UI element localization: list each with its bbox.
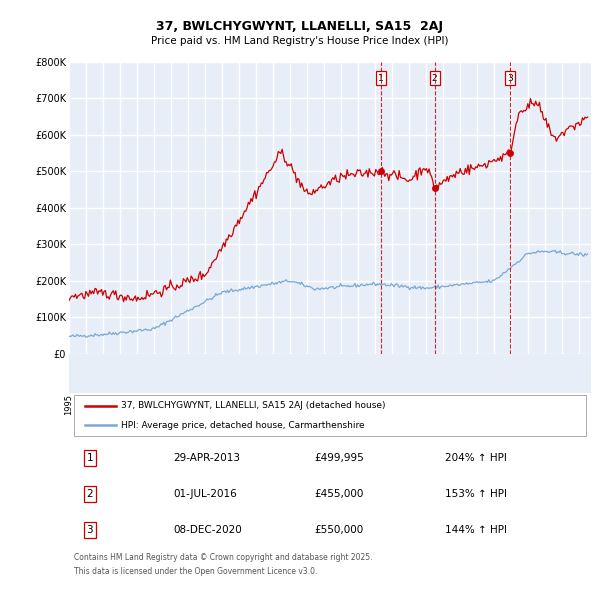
Text: Contains HM Land Registry data © Crown copyright and database right 2025.: Contains HM Land Registry data © Crown c… bbox=[74, 553, 373, 562]
Text: Price paid vs. HM Land Registry's House Price Index (HPI): Price paid vs. HM Land Registry's House … bbox=[151, 37, 449, 46]
Text: 29-APR-2013: 29-APR-2013 bbox=[173, 453, 241, 463]
Text: 1: 1 bbox=[86, 453, 93, 463]
FancyBboxPatch shape bbox=[74, 395, 586, 435]
Text: 204% ↑ HPI: 204% ↑ HPI bbox=[445, 453, 507, 463]
Text: 2: 2 bbox=[432, 74, 437, 83]
Text: £499,995: £499,995 bbox=[314, 453, 364, 463]
Text: 01-JUL-2016: 01-JUL-2016 bbox=[173, 489, 237, 499]
Text: 144% ↑ HPI: 144% ↑ HPI bbox=[445, 525, 507, 535]
Text: HPI: Average price, detached house, Carmarthenshire: HPI: Average price, detached house, Carm… bbox=[121, 421, 365, 430]
Text: 3: 3 bbox=[86, 525, 93, 535]
Text: £550,000: £550,000 bbox=[314, 525, 364, 535]
Text: 1: 1 bbox=[378, 74, 383, 83]
Text: 153% ↑ HPI: 153% ↑ HPI bbox=[445, 489, 507, 499]
Text: 2: 2 bbox=[86, 489, 93, 499]
Text: 3: 3 bbox=[507, 74, 512, 83]
Text: 37, BWLCHYGWYNT, LLANELLI, SA15 2AJ (detached house): 37, BWLCHYGWYNT, LLANELLI, SA15 2AJ (det… bbox=[121, 401, 386, 410]
Text: 37, BWLCHYGWYNT, LLANELLI, SA15  2AJ: 37, BWLCHYGWYNT, LLANELLI, SA15 2AJ bbox=[157, 20, 443, 33]
Text: 08-DEC-2020: 08-DEC-2020 bbox=[173, 525, 242, 535]
Text: This data is licensed under the Open Government Licence v3.0.: This data is licensed under the Open Gov… bbox=[74, 566, 317, 576]
Text: £455,000: £455,000 bbox=[314, 489, 364, 499]
